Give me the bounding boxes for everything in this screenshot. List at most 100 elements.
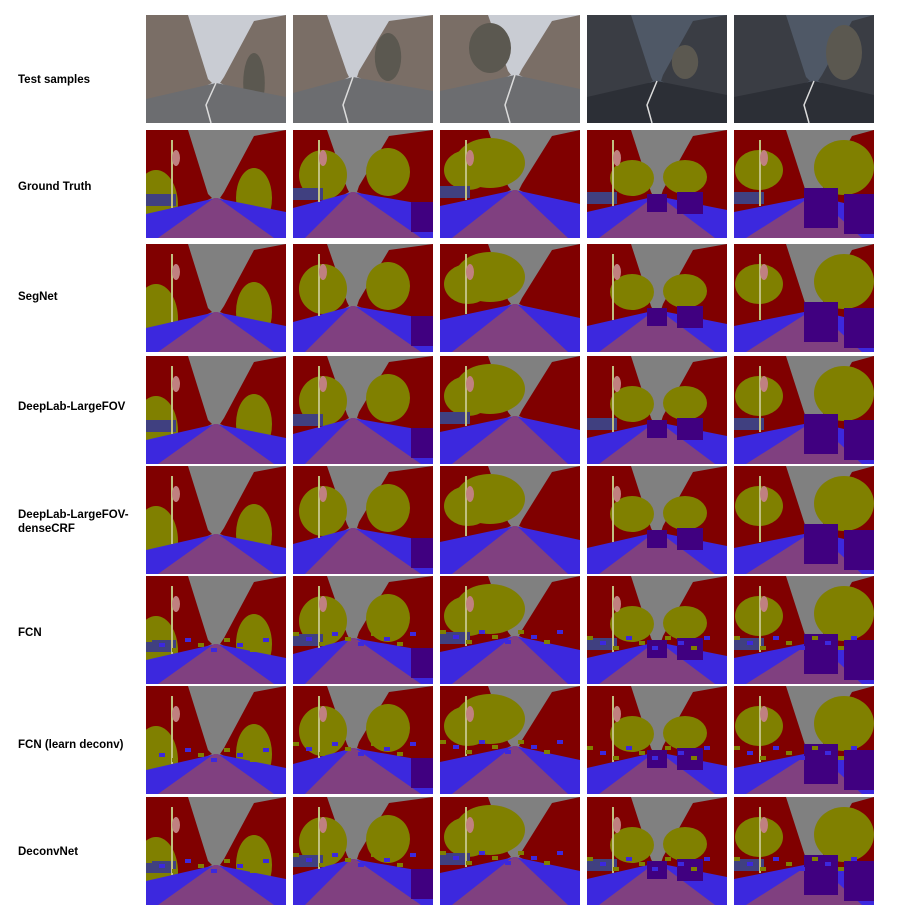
cell-fcn-learn-deconv-2 — [293, 686, 433, 794]
noise-region — [825, 751, 831, 755]
noise-region — [345, 637, 351, 641]
noise-region — [185, 859, 191, 863]
segmentation-map — [146, 576, 286, 684]
segmentation-map — [146, 130, 286, 238]
road-region — [305, 192, 421, 238]
noise-region — [557, 630, 563, 634]
tree-region — [814, 476, 874, 531]
noise-region — [747, 751, 753, 755]
tree-region — [366, 262, 410, 310]
noise-region — [799, 646, 805, 650]
noise-region — [237, 753, 243, 757]
pole-region — [465, 476, 467, 536]
photo-road — [293, 77, 433, 123]
segmentation-map — [587, 356, 727, 464]
pole-region — [171, 366, 173, 434]
noise-region — [678, 751, 684, 755]
fence-region — [587, 418, 617, 430]
noise-region — [211, 869, 217, 873]
noise-region — [358, 752, 364, 756]
cell-fcn-learn-deconv-5 — [734, 686, 874, 794]
photo-road — [440, 75, 580, 123]
car-region — [677, 306, 703, 328]
tree-region — [455, 805, 525, 855]
noise-region — [786, 751, 792, 755]
sign-region — [613, 817, 621, 833]
segmentation-map — [293, 466, 433, 574]
noise-region — [639, 862, 645, 866]
segmentation-map — [587, 130, 727, 238]
row-label-fcn-learn-deconv: FCN (learn deconv) — [18, 739, 124, 751]
car-region — [844, 640, 874, 680]
sign-region — [319, 376, 327, 392]
pole-region — [465, 366, 467, 426]
sign-region — [172, 706, 180, 722]
road-region — [599, 196, 715, 238]
noise-region — [479, 630, 485, 634]
noise-region — [626, 857, 632, 861]
row-label-segnet: SegNet — [18, 291, 58, 303]
fence-region — [293, 414, 323, 426]
noise-region — [237, 864, 243, 868]
noise-region — [600, 862, 606, 866]
noise-region — [306, 637, 312, 641]
noise-region — [704, 857, 710, 861]
noise-region — [851, 857, 857, 861]
cell-segnet-5 — [734, 244, 874, 352]
road-region — [452, 746, 568, 794]
noise-region — [384, 637, 390, 641]
road-region — [158, 534, 274, 574]
cell-test-samples-5 — [734, 15, 874, 123]
cell-fcn-learn-deconv-1 — [146, 686, 286, 794]
road-region — [305, 306, 421, 352]
pole-region — [318, 140, 320, 202]
pole-region — [759, 476, 761, 542]
cell-fcn-5 — [734, 576, 874, 684]
car-region — [411, 758, 433, 788]
road-region — [599, 532, 715, 574]
cell-deeplab-largefov-densecrf-2 — [293, 466, 433, 574]
pole-region — [171, 140, 173, 208]
street-photo — [440, 15, 580, 123]
noise-region — [250, 869, 256, 873]
noise-region — [786, 641, 792, 645]
segmentation-map — [440, 130, 580, 238]
segmentation-map — [734, 686, 874, 794]
car-region — [647, 420, 667, 438]
cell-ground-truth-3 — [440, 130, 580, 238]
sign-region — [760, 376, 768, 392]
car-region — [804, 188, 838, 228]
tree-region — [610, 386, 654, 422]
road-region — [158, 644, 274, 684]
noise-region — [453, 745, 459, 749]
pole-region — [318, 254, 320, 316]
car-region — [677, 528, 703, 550]
fence-region — [146, 194, 176, 206]
sign-region — [613, 150, 621, 166]
noise-region — [600, 751, 606, 755]
noise-region — [358, 642, 364, 646]
sign-region — [319, 817, 327, 833]
cell-segnet-3 — [440, 244, 580, 352]
noise-region — [652, 756, 658, 760]
segmentation-map — [146, 686, 286, 794]
noise-region — [734, 857, 740, 861]
noise-region — [479, 740, 485, 744]
noise-region — [760, 867, 766, 871]
tree-region — [455, 364, 525, 414]
segmentation-map — [734, 356, 874, 464]
noise-region — [293, 632, 299, 636]
sign-region — [172, 817, 180, 833]
noise-region — [159, 864, 165, 868]
noise-region — [293, 742, 299, 746]
noise-region — [531, 745, 537, 749]
segmentation-map — [146, 244, 286, 352]
pole-region — [759, 366, 761, 432]
fence-region — [587, 192, 617, 204]
noise-region — [587, 746, 593, 750]
sign-region — [760, 817, 768, 833]
noise-region — [825, 862, 831, 866]
noise-region — [544, 861, 550, 865]
tree-region — [299, 150, 347, 200]
noise-region — [812, 746, 818, 750]
